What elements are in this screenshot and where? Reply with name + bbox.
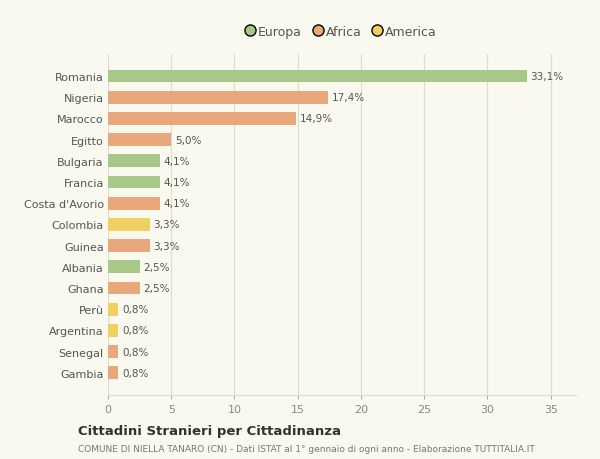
Bar <box>108 367 118 379</box>
Text: Cittadini Stranieri per Cittadinanza: Cittadini Stranieri per Cittadinanza <box>78 424 341 437</box>
Bar <box>108 92 328 104</box>
Bar <box>108 71 527 83</box>
Bar <box>108 240 150 252</box>
Text: 0,8%: 0,8% <box>122 304 148 314</box>
Bar <box>108 325 118 337</box>
Text: 33,1%: 33,1% <box>530 72 563 82</box>
Text: 2,5%: 2,5% <box>143 262 170 272</box>
Text: 0,8%: 0,8% <box>122 347 148 357</box>
Bar <box>108 134 171 147</box>
Bar <box>108 176 160 189</box>
Text: 17,4%: 17,4% <box>332 93 365 103</box>
Bar <box>108 155 160 168</box>
Text: 3,3%: 3,3% <box>154 220 180 230</box>
Bar <box>108 261 140 274</box>
Text: COMUNE DI NIELLA TANARO (CN) - Dati ISTAT al 1° gennaio di ogni anno - Elaborazi: COMUNE DI NIELLA TANARO (CN) - Dati ISTA… <box>78 444 535 453</box>
Text: 4,1%: 4,1% <box>164 199 190 209</box>
Text: 2,5%: 2,5% <box>143 283 170 293</box>
Text: 4,1%: 4,1% <box>164 157 190 167</box>
Text: 14,9%: 14,9% <box>300 114 334 124</box>
Text: 4,1%: 4,1% <box>164 178 190 188</box>
Bar <box>108 282 140 295</box>
Bar <box>108 113 296 125</box>
Text: 5,0%: 5,0% <box>175 135 202 146</box>
Text: 3,3%: 3,3% <box>154 241 180 251</box>
Text: 0,8%: 0,8% <box>122 326 148 336</box>
Bar <box>108 346 118 358</box>
Bar <box>108 303 118 316</box>
Text: 0,8%: 0,8% <box>122 368 148 378</box>
Bar <box>108 197 160 210</box>
Bar <box>108 218 150 231</box>
Legend: Europa, Africa, America: Europa, Africa, America <box>242 21 442 44</box>
